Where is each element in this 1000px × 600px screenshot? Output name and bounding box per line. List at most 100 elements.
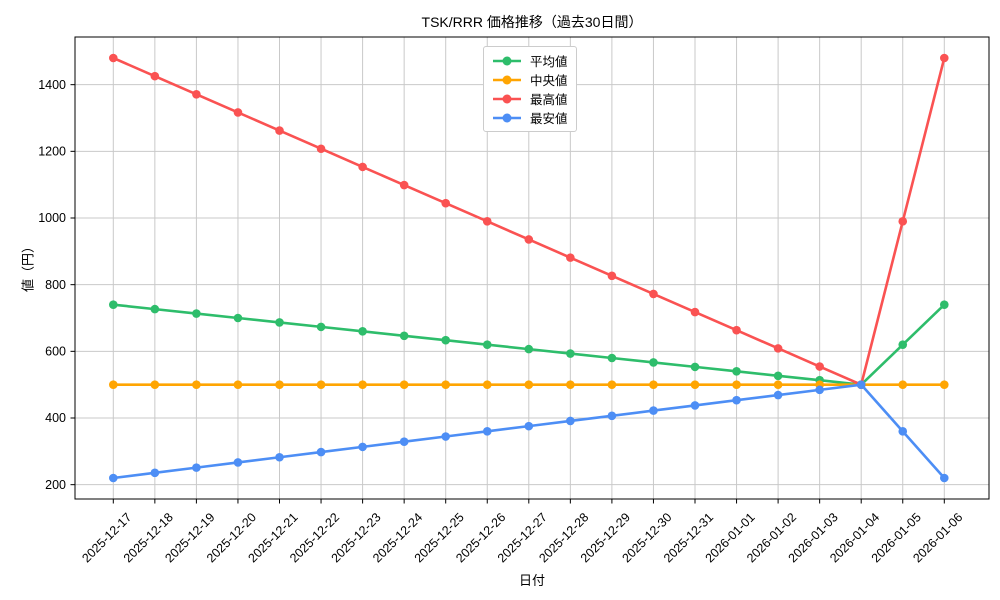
legend-line-marker [493,94,521,103]
y-tick-label: 200 [45,478,66,492]
data-point [649,406,658,415]
data-point [358,442,367,452]
data-point [233,108,243,117]
legend-item: 平均値 [492,51,568,70]
data-point [566,416,575,426]
data-point [192,463,201,472]
x-axis-label: 日付 [518,573,545,588]
legend-label: 中央値 [530,74,568,88]
data-point [399,380,409,389]
data-point [482,380,492,389]
data-point [566,253,575,262]
data-point [316,322,326,332]
data-point [316,144,326,154]
data-point [815,362,824,371]
data-point [358,380,367,389]
data-point [275,318,284,327]
data-point [690,401,700,410]
data-point [690,362,700,372]
data-point [856,380,866,389]
y-tick-label: 400 [45,411,66,425]
data-point [773,390,783,400]
data-point [524,421,534,431]
data-point [898,217,908,226]
data-point [815,385,824,395]
legend-label: 平均値 [530,55,568,69]
y-tick-label: 600 [45,345,66,359]
data-point [607,271,617,281]
data-point [566,380,575,389]
data-point [482,427,492,436]
y-tick-label: 800 [45,278,66,292]
data-point [940,473,949,483]
data-point [940,53,949,63]
y-tick-label: 1200 [38,145,66,159]
data-point [482,340,492,349]
legend-label: 最安値 [530,112,568,126]
data-point [150,304,160,314]
data-point [109,473,118,483]
legend-line-marker [493,113,521,122]
legend-marker [502,75,512,84]
data-point [150,71,160,81]
data-point [607,411,617,421]
legend: 平均値中央値最高値最安値 [483,46,577,132]
data-point [316,447,326,457]
legend-line-marker [493,56,521,65]
data-point [524,380,534,389]
data-point [732,325,741,335]
data-point [566,349,575,358]
data-point [233,380,243,389]
data-point [150,468,160,478]
data-point [773,380,783,389]
data-point [399,331,409,341]
legend-item: 中央値 [492,70,568,89]
data-point [192,380,201,389]
y-tick-label: 1400 [38,78,66,92]
chart-title: TSK/RRR 価格推移（過去30日間） [421,14,643,30]
data-point [482,217,492,226]
data-point [940,300,949,309]
data-point [150,380,160,389]
data-point [690,307,700,317]
data-point [233,313,243,323]
data-point [607,380,617,389]
data-point [898,427,908,436]
y-tick-label: 1000 [38,211,66,225]
legend-line-marker [493,75,521,84]
data-point [109,380,118,389]
data-point [649,289,658,299]
data-point [358,327,367,336]
data-point [732,367,741,376]
data-point [441,198,451,208]
data-point [773,371,783,381]
data-point [192,309,201,318]
data-point [524,235,534,244]
data-point [732,395,741,405]
data-point [773,344,783,353]
data-point [649,380,658,389]
legend-label: 最高値 [530,93,568,107]
data-point [399,437,409,447]
data-point [441,432,451,441]
data-point [607,353,617,363]
axes-spines [74,36,990,500]
data-point [233,458,243,467]
data-point [441,335,451,345]
data-point [109,53,118,63]
data-point [898,380,908,389]
data-point [898,340,908,349]
data-point [192,89,201,99]
data-point [399,180,409,190]
data-point [524,344,534,354]
legend-item: 最高値 [492,89,568,108]
legend-marker [502,56,512,65]
legend-marker [502,94,512,103]
data-point [358,162,367,172]
legend-marker [502,113,512,122]
data-point [275,380,284,389]
data-point [690,380,700,389]
data-point [109,300,118,309]
